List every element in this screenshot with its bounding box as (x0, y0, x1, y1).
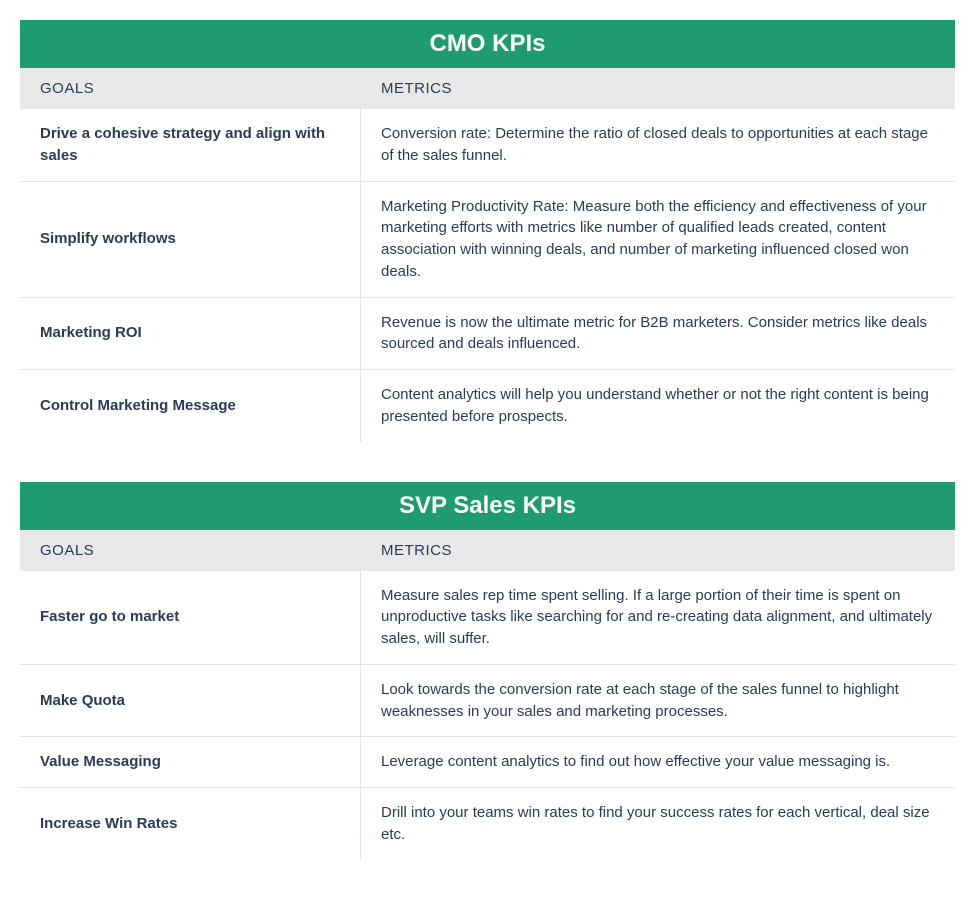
column-header-goals: GOALS (20, 530, 361, 571)
column-header-metrics: METRICS (361, 530, 956, 571)
metric-cell: Content analytics will help you understa… (361, 370, 956, 442)
table-row: Drive a cohesive strategy and align with… (20, 109, 955, 181)
goal-cell: Marketing ROI (20, 297, 361, 370)
goal-cell: Increase Win Rates (20, 788, 361, 860)
kpi-table: SVP Sales KPIs GOALSMETRICSFaster go to m… (20, 482, 955, 860)
goal-cell: Simplify workflows (20, 181, 361, 297)
table-row: Control Marketing MessageContent analyti… (20, 370, 955, 442)
table-title: SVP Sales KPIs (399, 492, 576, 519)
column-header-metrics: METRICS (361, 68, 956, 109)
metric-cell: Marketing Productivity Rate: Measure bot… (361, 181, 956, 297)
metric-cell: Conversion rate: Determine the ratio of … (361, 109, 956, 181)
goal-cell: Make Quota (20, 664, 361, 737)
table-title: CMO KPIs (429, 30, 545, 57)
table-row: Simplify workflowsMarketing Productivity… (20, 181, 955, 297)
metric-cell: Look towards the conversion rate at each… (361, 664, 956, 737)
goal-cell: Control Marketing Message (20, 370, 361, 442)
goal-cell: Faster go to market (20, 571, 361, 665)
table-row: Faster go to marketMeasure sales rep tim… (20, 571, 955, 665)
metric-cell: Revenue is now the ultimate metric for B… (361, 297, 956, 370)
goal-cell: Value Messaging (20, 737, 361, 788)
table-row: Marketing ROIRevenue is now the ultimate… (20, 297, 955, 370)
metric-cell: Drill into your teams win rates to find … (361, 788, 956, 860)
goal-cell: Drive a cohesive strategy and align with… (20, 109, 361, 181)
metric-cell: Measure sales rep time spent selling. If… (361, 571, 956, 665)
table-row: Value MessagingLeverage content analytic… (20, 737, 955, 788)
table-row: Make QuotaLook towards the conversion ra… (20, 664, 955, 737)
kpi-table: CMO KPIs GOALSMETRICSDrive a cohesive str… (20, 20, 955, 442)
metric-cell: Leverage content analytics to find out h… (361, 737, 956, 788)
table-row: Increase Win RatesDrill into your teams … (20, 788, 955, 860)
column-header-goals: GOALS (20, 68, 361, 109)
